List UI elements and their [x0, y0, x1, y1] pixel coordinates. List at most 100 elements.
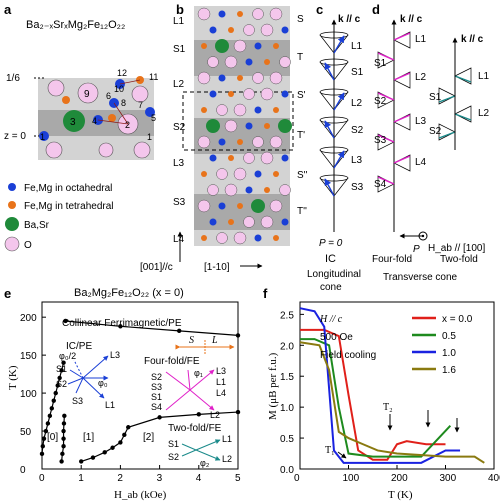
panel-c-phase: IC: [325, 253, 336, 265]
cone-rim: [319, 31, 349, 39]
tetrahedral-atom: [237, 11, 243, 17]
tetrahedral-atom: [264, 187, 270, 193]
oxygen-atom: [233, 103, 247, 117]
phase-boundary-point: [47, 413, 53, 419]
svg-text:L2: L2: [415, 72, 427, 83]
phase-boundary-line: [81, 411, 239, 462]
octahedral-atom: [245, 58, 253, 66]
cone-outline: [454, 67, 472, 85]
svg-text:11: 11: [149, 72, 158, 82]
svg-text:S3: S3: [374, 135, 387, 146]
oxygen-atom: [269, 71, 283, 85]
phase-boundary-point: [55, 383, 60, 388]
oxygen-atom: [207, 184, 219, 196]
region-2-label: [2]: [143, 432, 154, 443]
octahedral-atom: [254, 106, 262, 114]
svg-text:8: 8: [121, 98, 126, 108]
spin-arrow: [324, 178, 335, 197]
spin-arrow: [324, 62, 335, 81]
svg-text:φ₀: φ₀: [98, 378, 108, 388]
svg-text:S: S: [189, 335, 194, 346]
octahedral-atom: [218, 74, 226, 82]
svg-text:L4: L4: [216, 388, 226, 398]
annot-field: 500 Oe: [320, 332, 353, 343]
svg-text:12: 12: [117, 68, 127, 78]
y-tick-label: 0: [20, 465, 26, 476]
phase-boundary-point: [196, 412, 201, 417]
octahedral-atom: [218, 10, 226, 18]
legend-marker-o: [4, 236, 20, 252]
oxygen-atom: [252, 136, 264, 148]
x-tick-label: 1: [78, 473, 84, 484]
svg-text:2: 2: [125, 120, 130, 130]
svg-text:S: S: [297, 14, 304, 25]
svg-text:L2: L2: [351, 98, 363, 109]
panel-d-phase1: Four-fold: [372, 254, 412, 265]
panel-d-label: d: [372, 2, 380, 17]
svg-text:S1: S1: [351, 67, 364, 78]
basr-atom: [215, 39, 229, 53]
svg-text:S1: S1: [151, 392, 162, 402]
cone-rim: [319, 146, 349, 154]
legend-label: 1.0: [442, 348, 456, 359]
oxygen-atom: [260, 23, 274, 37]
panel-d-caption: Transverse cone: [383, 272, 458, 283]
svg-text:S1: S1: [168, 439, 179, 449]
svg-text:L2: L2: [210, 410, 220, 420]
svg-text:L3: L3: [216, 366, 226, 376]
oxygen-atom: [269, 135, 283, 149]
svg-text:6: 6: [106, 91, 111, 101]
oxygen-atom: [243, 216, 255, 228]
spin-arrow: [454, 113, 472, 121]
svg-text:S2: S2: [173, 122, 186, 133]
y-tick-label: 0.5: [280, 434, 294, 445]
axis-1-10-label: [1-10]: [204, 262, 230, 273]
x-tick-label: 0: [294, 473, 300, 484]
panel-e: e Ba₂Mg₂Fe₁₂O₂₂ (x = 0) 0 1 2 3 4 50501001502…: [4, 286, 241, 501]
spin-arrow: [377, 52, 395, 61]
svg-text:S1: S1: [173, 44, 186, 55]
svg-text:S3: S3: [151, 382, 162, 392]
y-tick-label: 1.0: [280, 403, 294, 414]
t2-label: T₂: [383, 402, 393, 413]
region-0-label: [0]: [47, 432, 58, 443]
cone-rim: [319, 88, 349, 96]
tetrahedral-atom: [237, 139, 243, 145]
svg-text:S3: S3: [173, 197, 186, 208]
panel-e-label: e: [4, 286, 11, 301]
phase-boundary-point: [235, 333, 241, 338]
tetrahedral-atom: [264, 123, 270, 129]
oxygen-atom: [233, 39, 247, 53]
cone-outline: [438, 123, 456, 141]
tetrahedral-atom: [264, 59, 270, 65]
x-tick-label: 100: [343, 473, 360, 484]
svg-text:4: 4: [92, 116, 97, 126]
svg-text:L2: L2: [222, 454, 232, 464]
oxygen-atom: [224, 119, 238, 133]
oxygen-atom: [260, 151, 274, 165]
cone-outline: [438, 87, 456, 105]
legend-o: O: [24, 240, 32, 251]
panel-d-phase2: Two-fold: [440, 254, 478, 265]
svg-text:T': T': [297, 130, 305, 141]
phase-boundary-point: [59, 368, 64, 373]
oxygen-atom: [216, 232, 228, 244]
spin-arrow: [438, 95, 456, 103]
svg-text:L4: L4: [173, 234, 185, 245]
svg-text:k // c: k // c: [461, 34, 484, 45]
phase-boundary-point: [118, 440, 123, 445]
annot-fc: Field cooling: [320, 350, 376, 361]
svg-text:5: 5: [151, 113, 156, 123]
panel-a-label: a: [4, 2, 12, 17]
phase-boundary-point: [60, 451, 65, 457]
magnetization-curve: [300, 338, 452, 458]
x-tick-label: 300: [440, 473, 457, 484]
svg-text:T: T: [297, 52, 303, 63]
annot-h: H // c: [319, 314, 343, 325]
oxygen-atom: [224, 55, 238, 69]
svg-text:S2: S2: [351, 125, 364, 136]
tetrahedral-atom: [201, 235, 207, 241]
spin-arrow: [393, 114, 411, 123]
